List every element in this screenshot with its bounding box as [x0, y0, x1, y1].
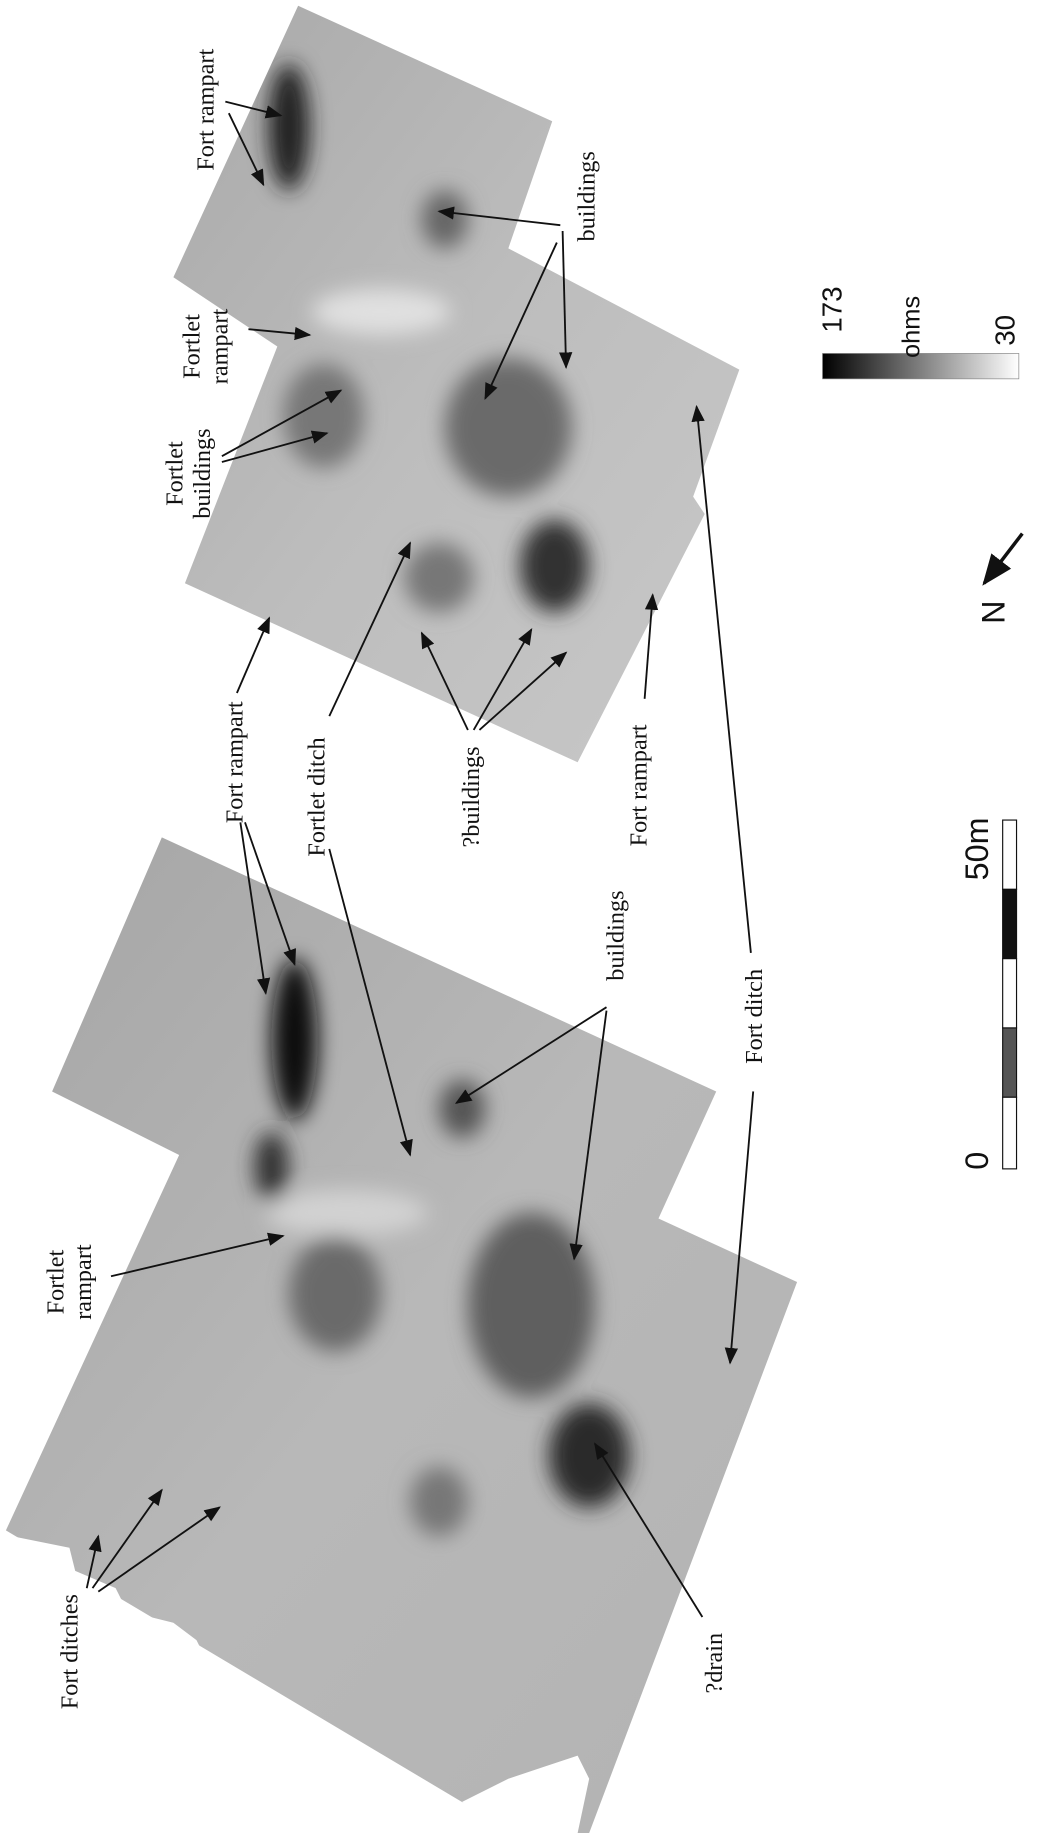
north-label: N: [975, 600, 1011, 623]
annotation-label: Fortlet: [161, 441, 188, 506]
annotation-label: Fortlet: [179, 314, 206, 379]
north-arrow: N: [975, 534, 1022, 624]
annotation-label: Fort rampart: [626, 724, 653, 846]
legend-unit: ohms: [897, 296, 925, 358]
legend: 173 ohms 30: [816, 286, 1020, 378]
annotation-label: Fort ditch: [741, 969, 768, 1064]
legend-max: 173: [816, 286, 847, 332]
annotation: Fortlet ditch: [303, 737, 330, 856]
annotation-label: rampart: [206, 309, 233, 385]
annotation: buildings: [603, 890, 630, 980]
annotation: Fort rampart: [193, 49, 220, 171]
survey-map: 173 ohms 30 N 50m 0 Fort rampart building…: [0, 0, 1049, 1833]
annotation-label: ?drain: [701, 1633, 728, 1694]
annotation: ?drain: [701, 1633, 728, 1694]
arrow: [237, 618, 269, 693]
annotation-label: buildings: [603, 890, 630, 980]
annotation-label: ?buildings: [458, 746, 485, 847]
annotation-label: buildings: [574, 151, 601, 241]
arrow: [697, 407, 751, 953]
annotation-label: Fort ditches: [56, 1594, 83, 1709]
annotation-label: rampart: [70, 1244, 97, 1320]
annotation: Fort ditches: [56, 1594, 83, 1709]
upper-survey: [173, 6, 739, 763]
scale-start: 0: [959, 1152, 995, 1170]
annotation-label: Fortlet: [42, 1249, 69, 1314]
annotation: buildings: [574, 151, 601, 241]
annotation-label: Fortlet ditch: [303, 737, 330, 856]
annotation: Fort ditch: [741, 969, 768, 1064]
lower-survey: [6, 837, 797, 1833]
scale-end: 50m: [959, 817, 995, 880]
page: {"annotations": [ {"lines": ["Fort rampa…: [0, 0, 1049, 1833]
scale-bar: 50m 0: [959, 817, 1016, 1169]
annotation: ?buildings: [458, 746, 485, 847]
legend-min: 30: [990, 315, 1021, 346]
annotation-label: Fort rampart: [193, 49, 220, 171]
annotation: Fort rampart: [221, 701, 248, 823]
annotation: Fort rampart: [626, 724, 653, 846]
annotation-label: Fort rampart: [221, 701, 248, 823]
annotation-label: buildings: [189, 428, 216, 518]
